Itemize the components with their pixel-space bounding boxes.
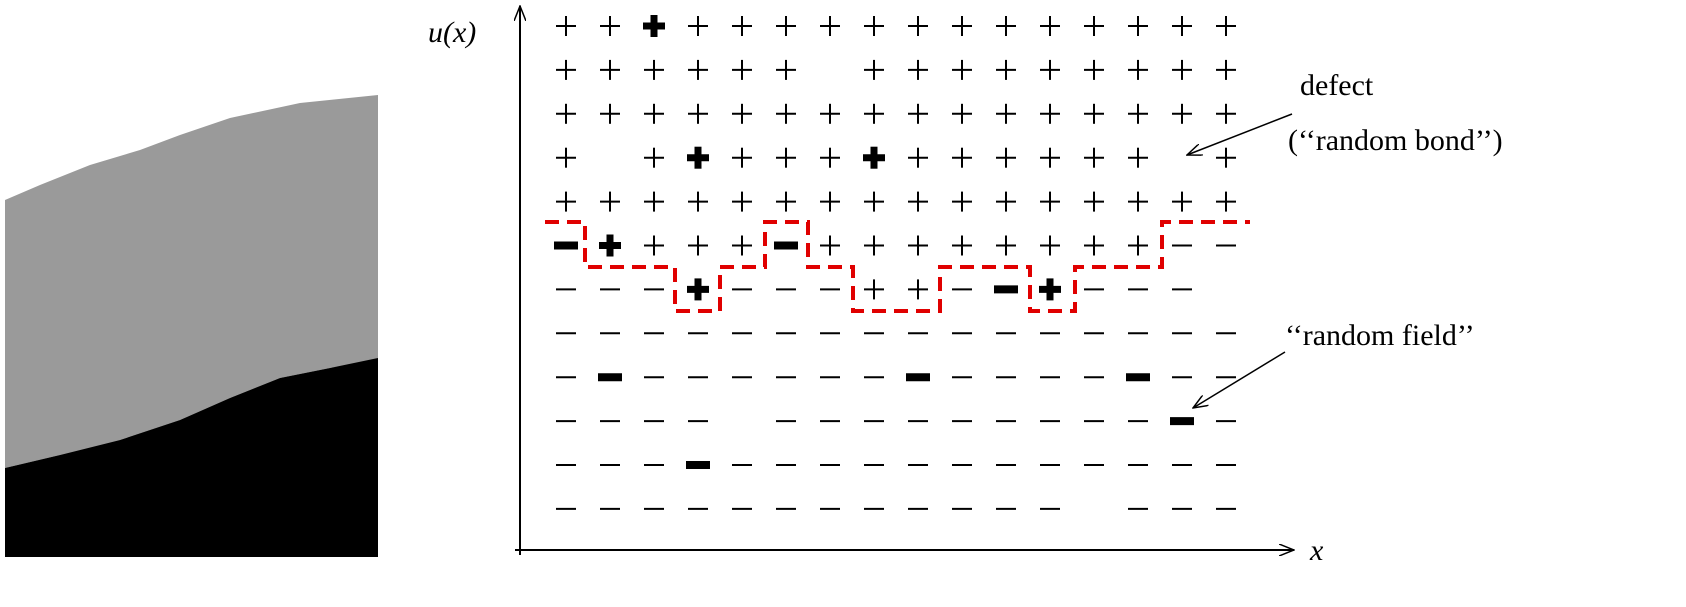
x-axis-label: x [1309, 534, 1324, 567]
random-field-label: ‘‘random field’’ [1285, 319, 1475, 352]
defect-arrow [1187, 114, 1292, 155]
random-bond-label: (‘‘random bond’’) [1288, 124, 1503, 157]
field-arrow [1193, 352, 1285, 408]
photo [5, 95, 378, 557]
interface [545, 222, 1250, 311]
figure: u(x) x defect (‘‘random bond’’) ‘‘random… [0, 0, 1686, 607]
spin-lattice [554, 15, 1236, 509]
y-axis-label: u(x) [428, 16, 476, 49]
defect-label: defect [1300, 69, 1374, 102]
